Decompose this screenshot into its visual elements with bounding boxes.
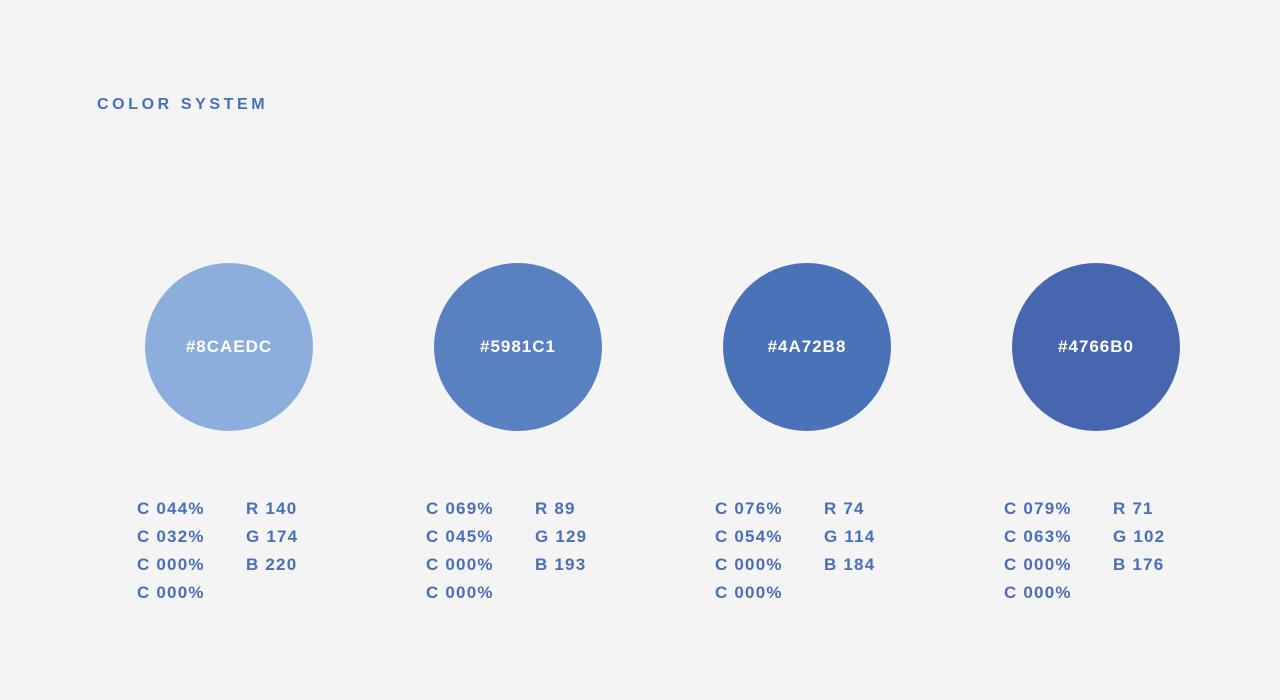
- rgb-value: G 114: [824, 527, 876, 546]
- color-values-4: C 079% C 063% C 000% C 000% R 71 G 102 B…: [1004, 495, 1193, 607]
- cmyk-value: C 054%: [715, 527, 783, 546]
- cmyk-value: C 032%: [137, 527, 205, 546]
- rgb-value: R 74: [824, 499, 865, 518]
- color-swatch-1: #8CAEDC: [145, 263, 313, 431]
- hex-code-label: #8CAEDC: [185, 337, 273, 356]
- cmyk-value: C 045%: [426, 527, 494, 546]
- rgb-values: R 71 G 102 B 176: [1113, 495, 1193, 607]
- cmyk-value: C 000%: [426, 555, 494, 574]
- cmyk-value: C 076%: [715, 499, 783, 518]
- rgb-value: B 184: [824, 555, 876, 574]
- rgb-value: G 102: [1113, 527, 1166, 546]
- rgb-value: B 193: [535, 555, 587, 574]
- cmyk-value: C 063%: [1004, 527, 1072, 546]
- color-swatch-4: #4766B0: [1012, 263, 1180, 431]
- cmyk-values: C 069% C 045% C 000% C 000%: [426, 495, 535, 607]
- rgb-values: R 74 G 114 B 184: [824, 495, 904, 607]
- cmyk-value: C 000%: [1004, 583, 1072, 602]
- cmyk-values: C 076% C 054% C 000% C 000%: [715, 495, 824, 607]
- rgb-value: B 176: [1113, 555, 1165, 574]
- rgb-value: B 220: [246, 555, 298, 574]
- rgb-values: R 140 G 174 B 220: [246, 495, 326, 607]
- rgb-value: R 89: [535, 499, 576, 518]
- color-values-1: C 044% C 032% C 000% C 000% R 140 G 174 …: [137, 495, 326, 607]
- cmyk-value: C 069%: [426, 499, 494, 518]
- rgb-value: R 71: [1113, 499, 1154, 518]
- color-values-2: C 069% C 045% C 000% C 000% R 89 G 129 B…: [426, 495, 615, 607]
- color-swatch-3: #4A72B8: [723, 263, 891, 431]
- rgb-value: R 140: [246, 499, 298, 518]
- hex-code-label: #4A72B8: [767, 337, 847, 356]
- cmyk-value: C 000%: [137, 583, 205, 602]
- page-title: COLOR SYSTEM: [97, 96, 269, 113]
- cmyk-value: C 000%: [715, 555, 783, 574]
- rgb-values: R 89 G 129 B 193: [535, 495, 615, 607]
- cmyk-value: C 000%: [715, 583, 783, 602]
- cmyk-value: C 079%: [1004, 499, 1072, 518]
- cmyk-value: C 044%: [137, 499, 205, 518]
- rgb-value: G 129: [535, 527, 588, 546]
- cmyk-value: C 000%: [426, 583, 494, 602]
- cmyk-values: C 079% C 063% C 000% C 000%: [1004, 495, 1113, 607]
- color-swatch-2: #5981C1: [434, 263, 602, 431]
- cmyk-value: C 000%: [137, 555, 205, 574]
- rgb-value: G 174: [246, 527, 299, 546]
- hex-code-label: #4766B0: [1057, 337, 1134, 356]
- color-values-3: C 076% C 054% C 000% C 000% R 74 G 114 B…: [715, 495, 904, 607]
- cmyk-values: C 044% C 032% C 000% C 000%: [137, 495, 246, 607]
- cmyk-value: C 000%: [1004, 555, 1072, 574]
- hex-code-label: #5981C1: [479, 337, 556, 356]
